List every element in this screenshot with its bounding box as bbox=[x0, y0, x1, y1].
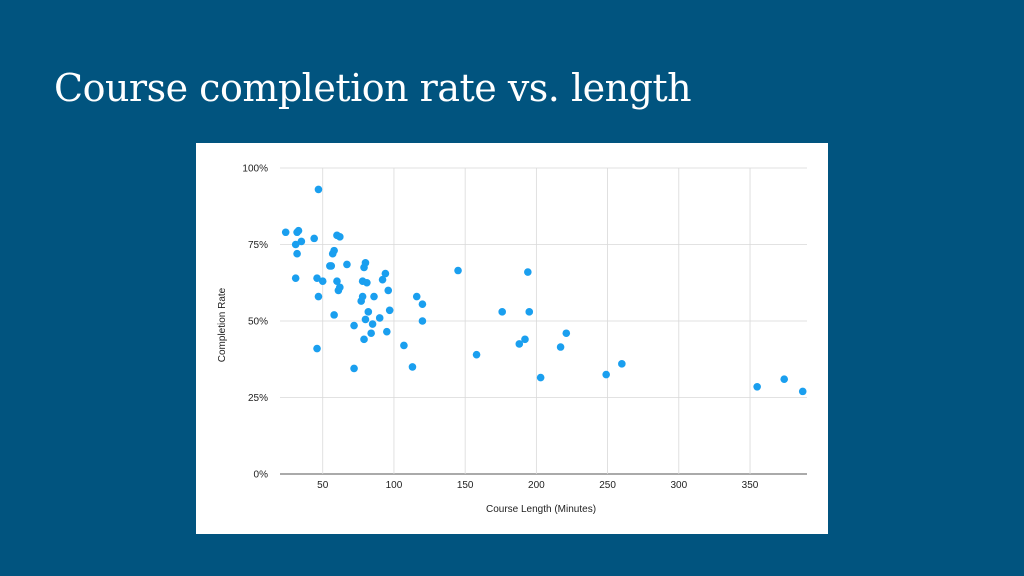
data-point bbox=[336, 233, 344, 241]
data-point bbox=[330, 311, 338, 319]
data-point bbox=[368, 320, 377, 328]
data-point bbox=[327, 262, 336, 270]
data-point bbox=[297, 237, 306, 246]
data-point bbox=[367, 329, 375, 338]
data-point bbox=[798, 387, 807, 396]
data-point bbox=[525, 308, 534, 316]
data-point bbox=[361, 315, 370, 324]
data-point bbox=[753, 382, 761, 391]
data-point bbox=[293, 249, 301, 258]
data-point bbox=[618, 360, 626, 368]
y-tick-label: 50% bbox=[248, 317, 268, 328]
data-point bbox=[780, 375, 789, 383]
y-tick-label: 0% bbox=[254, 470, 269, 481]
x-tick-label: 350 bbox=[742, 480, 759, 491]
data-point bbox=[400, 341, 408, 350]
data-point bbox=[333, 277, 341, 286]
data-point bbox=[412, 292, 421, 301]
data-point bbox=[472, 350, 481, 359]
data-point bbox=[291, 274, 300, 282]
data-point bbox=[536, 373, 545, 382]
data-point bbox=[313, 274, 321, 282]
x-tick-label: 150 bbox=[457, 480, 474, 491]
data-point bbox=[562, 329, 571, 338]
data-point bbox=[375, 314, 384, 322]
data-point bbox=[358, 292, 367, 301]
x-axis-label: Course Length (Minutes) bbox=[486, 504, 596, 515]
data-point bbox=[378, 275, 387, 284]
data-point bbox=[498, 308, 506, 316]
data-point bbox=[318, 277, 327, 286]
data-point bbox=[515, 340, 524, 348]
chart-card: 0% 25% 50% 75% 100% 50 100 150 200 250 300 350 Com… bbox=[196, 143, 828, 534]
data-point bbox=[381, 269, 390, 278]
x-tick-label: 50 bbox=[317, 480, 329, 491]
data-points bbox=[281, 185, 807, 396]
data-point bbox=[556, 343, 565, 351]
data-point bbox=[384, 286, 393, 295]
data-point bbox=[330, 246, 338, 255]
data-point bbox=[336, 283, 344, 292]
data-point bbox=[360, 335, 368, 344]
data-point bbox=[383, 327, 391, 336]
data-point bbox=[310, 234, 318, 243]
data-point bbox=[418, 317, 427, 325]
data-point bbox=[313, 344, 321, 353]
data-point bbox=[314, 185, 323, 194]
data-point bbox=[524, 268, 532, 276]
data-point bbox=[281, 228, 290, 237]
x-tick-label: 100 bbox=[386, 480, 403, 491]
slide-title: Course completion rate vs. length bbox=[54, 66, 692, 110]
data-point bbox=[602, 370, 610, 379]
data-point bbox=[294, 226, 303, 235]
data-point bbox=[350, 321, 358, 330]
y-tick-label: 75% bbox=[248, 240, 268, 251]
y-tick-label: 100% bbox=[242, 164, 268, 175]
x-tick-label: 200 bbox=[528, 480, 545, 491]
data-point bbox=[314, 292, 323, 301]
data-point bbox=[364, 308, 373, 316]
y-axis-label: Completion Rate bbox=[217, 287, 228, 362]
data-point bbox=[291, 240, 300, 249]
data-point bbox=[385, 306, 394, 315]
data-point bbox=[363, 278, 371, 287]
data-point bbox=[361, 259, 370, 267]
x-axis-ticks: 50 100 150 200 250 300 350 bbox=[317, 480, 759, 491]
chart-gridlines bbox=[280, 167, 807, 475]
scatter-chart: 0% 25% 50% 75% 100% 50 100 150 200 250 300 350 Com… bbox=[217, 164, 807, 515]
x-tick-label: 250 bbox=[599, 480, 616, 491]
y-axis-ticks: 0% 25% 50% 75% 100% bbox=[242, 164, 268, 481]
data-point bbox=[521, 335, 529, 344]
data-point bbox=[454, 266, 462, 275]
data-point bbox=[343, 260, 351, 269]
data-point bbox=[418, 300, 427, 308]
data-point bbox=[408, 363, 417, 371]
x-tick-label: 300 bbox=[670, 480, 687, 491]
data-point bbox=[350, 364, 358, 373]
data-point bbox=[370, 292, 378, 301]
y-tick-label: 25% bbox=[248, 393, 268, 404]
